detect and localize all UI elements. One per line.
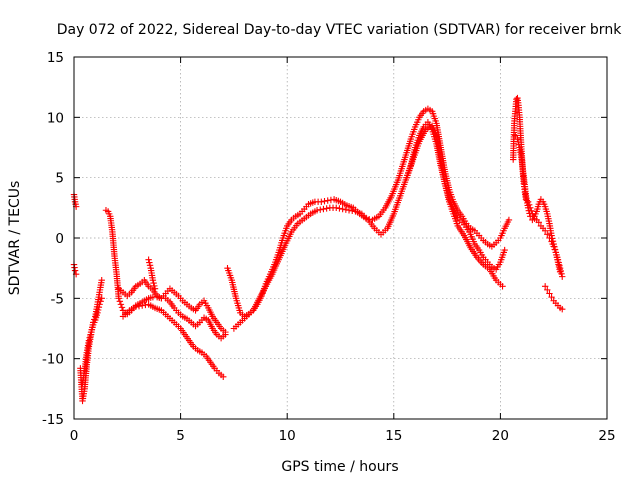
data-point — [525, 207, 533, 214]
data-point — [524, 204, 532, 212]
data-point — [87, 331, 94, 339]
data-point — [556, 268, 564, 275]
y-axis-label: SDTVAR / TECUs — [7, 181, 23, 296]
data-point — [151, 282, 158, 290]
data-point — [514, 138, 522, 146]
data-point — [146, 262, 154, 269]
data-point — [515, 141, 523, 148]
data-point — [548, 293, 555, 301]
chart-title: Day 072 of 2022, Sidereal Day-to-day VTE… — [57, 22, 622, 38]
data-point — [222, 328, 229, 336]
data-point — [499, 283, 506, 290]
data-point — [526, 210, 533, 217]
data-point — [116, 298, 124, 305]
data-point — [544, 286, 551, 294]
y-tick-label: 0 — [55, 231, 64, 247]
y-tick-label: -5 — [51, 291, 64, 307]
data-point — [85, 337, 93, 344]
data-point — [513, 96, 520, 103]
data-point — [150, 279, 157, 287]
data-point — [115, 295, 122, 302]
data-point — [541, 227, 549, 234]
data-point — [151, 285, 159, 292]
data-point — [342, 206, 350, 213]
data-point — [94, 309, 101, 317]
data-point — [324, 197, 331, 204]
data-point — [98, 277, 105, 284]
x-tick-label: 25 — [598, 428, 615, 444]
data-point — [146, 259, 153, 266]
x-tick-label: 10 — [279, 428, 296, 444]
data-point — [142, 301, 149, 309]
data-point — [535, 219, 542, 226]
data-point — [132, 303, 140, 310]
data-point — [336, 205, 343, 212]
data-point — [318, 198, 325, 205]
data-point — [501, 246, 508, 254]
y-tick-label: -10 — [42, 352, 64, 368]
data-point — [95, 303, 103, 311]
data-point — [548, 232, 555, 239]
y-tick-label: -15 — [42, 412, 64, 428]
data-point — [529, 216, 536, 224]
data-point — [118, 304, 126, 311]
data-point — [320, 205, 327, 213]
data-point — [317, 206, 324, 213]
data-point — [541, 283, 549, 290]
data-point — [323, 205, 330, 212]
x-axis-label: GPS time / hours — [281, 459, 398, 475]
data-point — [505, 216, 513, 224]
data-point — [339, 205, 346, 213]
data-point — [145, 256, 152, 263]
x-tick-label: 15 — [385, 428, 402, 444]
data-point — [135, 302, 143, 310]
data-point — [333, 204, 340, 212]
data-point — [549, 238, 557, 245]
data-point — [149, 277, 157, 284]
data-point — [550, 240, 557, 248]
data-point — [559, 273, 566, 280]
x-tick-label: 20 — [492, 428, 509, 444]
data-point — [98, 295, 105, 302]
data-point — [514, 135, 521, 143]
data-point — [220, 373, 227, 380]
ticks-layer: 0 5 10 15 20 25 -15 -10 -5 0 5 10 15 — [42, 50, 616, 444]
x-tick-label: 0 — [70, 428, 79, 444]
data-point — [345, 207, 353, 214]
data-point — [139, 302, 146, 309]
y-tick-label: 10 — [47, 110, 64, 126]
data-point — [551, 243, 558, 251]
data-point — [117, 301, 125, 308]
data-point — [313, 207, 321, 214]
data-point — [321, 197, 328, 205]
y-tick-label: 15 — [47, 50, 64, 66]
data-point — [559, 305, 566, 313]
data-point — [86, 334, 93, 341]
data-point — [512, 132, 519, 139]
data-point — [94, 306, 102, 314]
data-point — [544, 231, 551, 238]
data-point — [97, 298, 104, 305]
data-point — [551, 246, 559, 253]
data-point — [546, 290, 553, 297]
grid-layer — [74, 57, 607, 419]
data-point — [71, 267, 79, 274]
points-layer — [70, 94, 566, 405]
data-point — [96, 301, 103, 308]
data-point — [349, 207, 356, 215]
y-tick-label: 5 — [55, 171, 64, 187]
data-point — [549, 235, 556, 242]
x-tick-label: 5 — [176, 428, 185, 444]
